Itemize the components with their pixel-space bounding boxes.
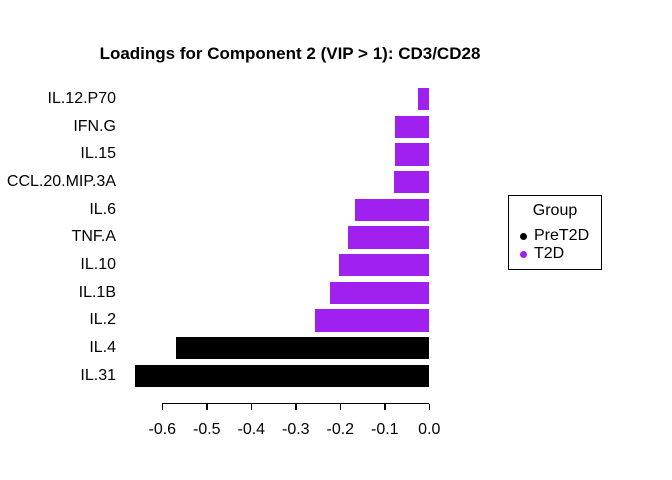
- legend: Group PreT2D T2D: [508, 195, 602, 270]
- bar-TNF.A: [347, 226, 430, 249]
- legend-item-label: T2D: [534, 245, 565, 262]
- category-label-TNF.A: TNF.A: [71, 228, 116, 246]
- x-tick: [384, 404, 386, 410]
- bar-IL.15: [395, 143, 430, 166]
- x-tick-label: -0.5: [193, 421, 221, 438]
- category-label-IL.2: IL.2: [89, 311, 116, 329]
- bar-IL.12.P70: [417, 88, 430, 111]
- category-label-IL.31: IL.31: [80, 366, 116, 384]
- bar-IL.6: [354, 198, 430, 222]
- legend-item-PreT2D: PreT2D: [509, 227, 601, 245]
- x-tick-label: -0.1: [371, 421, 399, 438]
- legend-dot-icon: [520, 250, 527, 258]
- category-label-IL.15: IL.15: [80, 145, 116, 163]
- x-tick: [295, 404, 297, 410]
- category-label-IL.6: IL.6: [89, 200, 116, 218]
- bar-IL.2: [314, 309, 430, 332]
- x-axis-line: [162, 402, 430, 404]
- category-label-CCL.20.MIP.3A: CCL.20.MIP.3A: [6, 172, 116, 190]
- x-tick: [206, 404, 208, 410]
- bar-CCL.20.MIP.3A: [393, 170, 430, 194]
- bar-IL.4: [175, 336, 430, 360]
- legend-title: Group: [532, 202, 578, 219]
- bar-IFN.G: [395, 115, 430, 139]
- x-tick-label: -0.4: [237, 421, 266, 438]
- x-tick: [161, 404, 164, 410]
- category-label-IL.12.P70: IL.12.P70: [47, 90, 117, 107]
- x-tick-label: -0.2: [326, 421, 355, 438]
- category-label-IL.4: IL.4: [89, 338, 116, 356]
- category-label-IL.1B: IL.1B: [78, 283, 116, 301]
- chart-title: Loadings for Component 2 (VIP > 1): CD3/…: [99, 44, 481, 63]
- bar-IL.31: [134, 364, 430, 387]
- legend-items: PreT2D T2D: [509, 227, 601, 263]
- legend-dot-icon: [520, 232, 527, 240]
- x-tick-label: -0.3: [282, 421, 310, 438]
- x-tick-label: -0.6: [148, 421, 177, 438]
- legend-item-T2D: T2D: [509, 245, 601, 263]
- category-label-IFN.G: IFN.G: [73, 117, 116, 135]
- x-tick: [428, 404, 431, 410]
- bar-IL.1B: [330, 281, 430, 304]
- x-tick: [250, 404, 253, 410]
- category-label-IL.10: IL.10: [80, 255, 116, 273]
- x-tick-label: 0.0: [418, 421, 441, 438]
- x-tick: [339, 404, 342, 410]
- legend-item-label: PreT2D: [534, 227, 590, 244]
- bar-IL.10: [339, 253, 430, 277]
